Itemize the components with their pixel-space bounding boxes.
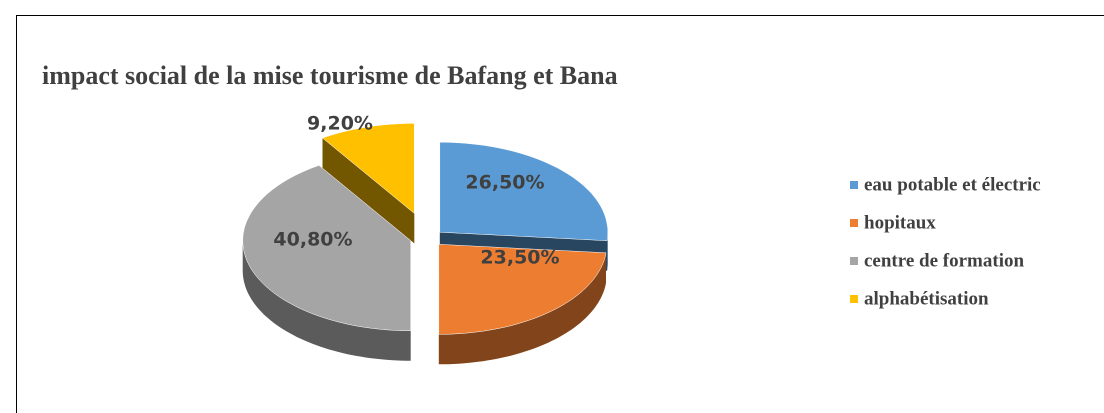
data-label: 9,20%: [307, 113, 373, 135]
slice-side: [242, 240, 411, 361]
legend-label: eau potable et électric: [864, 174, 1041, 195]
legend-swatch: [850, 295, 858, 303]
slice-side: [607, 232, 608, 271]
legend-swatch: [850, 219, 858, 227]
slice: [439, 141, 609, 241]
legend-swatch: [850, 257, 858, 265]
slice-wall: [322, 138, 415, 244]
data-label: 26,50%: [465, 172, 544, 194]
pie: 26,50% 23,50% 40,80% 9,20%: [242, 113, 609, 365]
chart-title: impact social de la mise tourisme de Baf…: [42, 61, 618, 90]
legend-label: centre de formation: [864, 250, 1024, 271]
data-label: 23,50%: [480, 247, 559, 269]
legend-swatch: [850, 181, 858, 189]
data-label: 40,80%: [273, 229, 352, 251]
slice: [242, 165, 411, 331]
legend: eau potable et électric hopitaux centre de…: [850, 174, 1041, 309]
slice-side: [438, 252, 606, 365]
legend-label: hopitaux: [864, 212, 936, 233]
slice: [438, 244, 607, 335]
legend-label: alphabétisation: [864, 288, 989, 309]
slice: [321, 123, 415, 214]
